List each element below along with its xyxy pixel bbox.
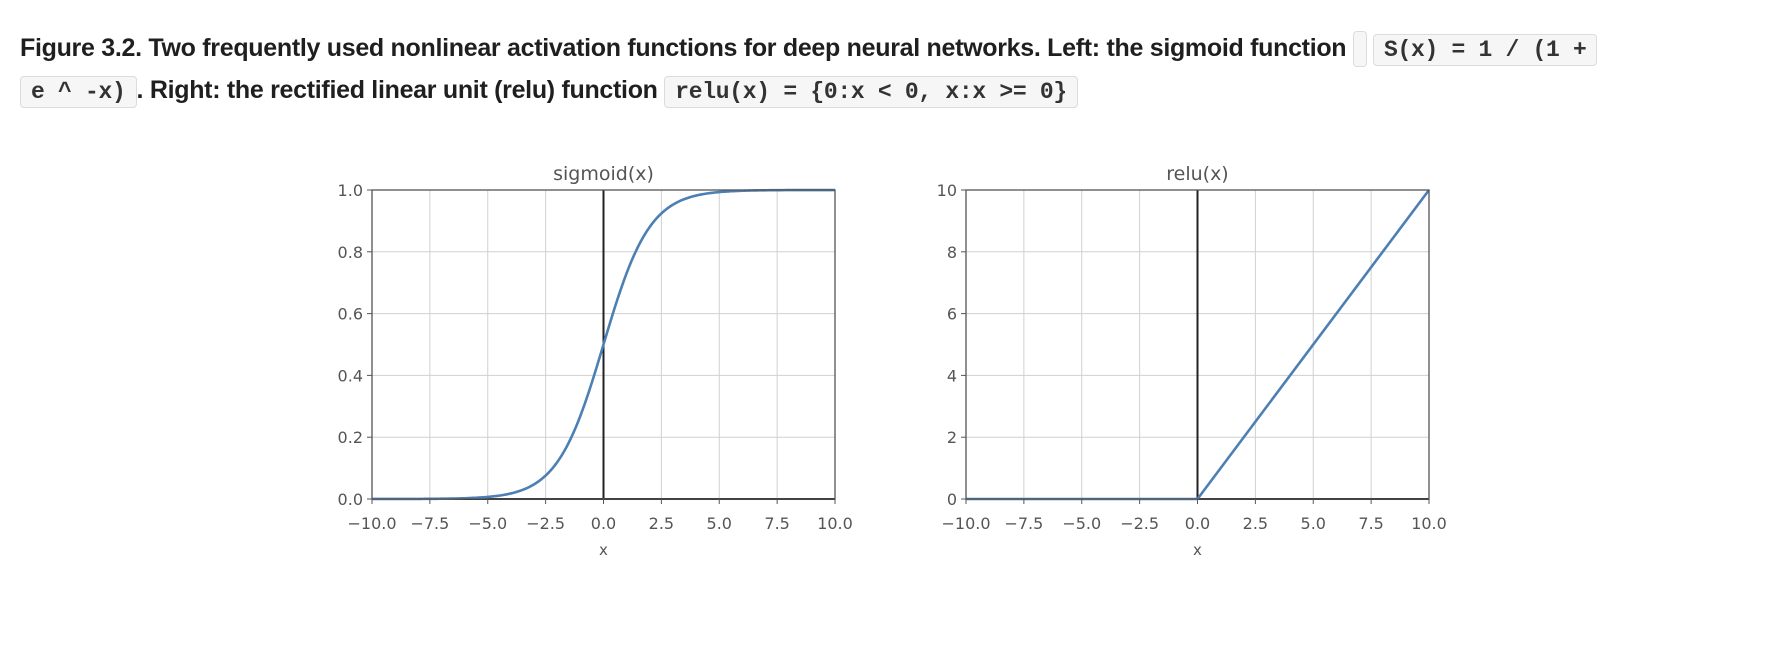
x-tick-label: 7.5 bbox=[764, 514, 789, 533]
x-tick-label: 7.5 bbox=[1358, 514, 1383, 533]
y-tick-label: 6 bbox=[947, 305, 957, 324]
x-tick-label: −2.5 bbox=[526, 514, 565, 533]
empty-code-chip bbox=[1352, 31, 1367, 68]
sigmoid-formula-code: S(x) = 1 / (1 + bbox=[1372, 34, 1598, 66]
y-tick-label: 1.0 bbox=[338, 181, 363, 200]
x-tick-label: 5.0 bbox=[1301, 514, 1326, 533]
x-tick-label: −7.5 bbox=[1004, 514, 1043, 533]
x-tick-label: −10.0 bbox=[347, 514, 396, 533]
x-tick-label: −5.0 bbox=[468, 514, 507, 533]
x-tick-label: 0.0 bbox=[591, 514, 616, 533]
y-tick-label: 0.6 bbox=[338, 305, 363, 324]
sigmoid-formula-code-continued: e ^ -x) bbox=[20, 76, 137, 108]
x-tick-label: −5.0 bbox=[1062, 514, 1101, 533]
x-tick-label: −7.5 bbox=[410, 514, 449, 533]
relu-chart: −10.0 −7.5 −5.0 −2.5 0.0 2.5 5.0 7.5 10.0 0 2 4 6 8 10… bbox=[937, 163, 1447, 559]
chart-title: sigmoid(x) bbox=[553, 163, 654, 185]
x-tick-label: −10.0 bbox=[941, 514, 990, 533]
y-tick-label: 10 bbox=[937, 181, 957, 200]
y-tick-label: 0.4 bbox=[338, 366, 363, 385]
figure-caption: Figure 3.2. Two frequently used nonlinea… bbox=[20, 28, 1760, 112]
sigmoid-chart: −10.0 −7.5 −5.0 −2.5 0.0 2.5 5.0 7.5 10.0 0.0 0.2 0… bbox=[338, 163, 853, 559]
x-tick-label: −2.5 bbox=[1120, 514, 1159, 533]
x-tick-label: 2.5 bbox=[649, 514, 674, 533]
y-tick-label: 0.0 bbox=[338, 490, 363, 509]
x-tick-label: 10.0 bbox=[817, 514, 853, 533]
y-tick-label: 4 bbox=[947, 366, 957, 385]
caption-lead-text: Figure 3.2. Two frequently used nonlinea… bbox=[20, 34, 1347, 62]
x-axis-label: x bbox=[599, 541, 608, 559]
caption-mid-text: . Right: the rectified linear unit (relu… bbox=[136, 76, 658, 104]
x-tick-label: 2.5 bbox=[1243, 514, 1268, 533]
x-axis-label: x bbox=[1193, 541, 1202, 559]
chart-title: relu(x) bbox=[1166, 163, 1228, 185]
x-tick-label: 5.0 bbox=[707, 514, 732, 533]
y-tick-label: 2 bbox=[947, 428, 957, 447]
y-tick-label: 0.8 bbox=[338, 243, 363, 262]
y-tick-label: 0 bbox=[947, 490, 957, 509]
x-tick-label: 0.0 bbox=[1185, 514, 1210, 533]
y-tick-label: 8 bbox=[947, 243, 957, 262]
x-tick-label: 10.0 bbox=[1411, 514, 1447, 533]
y-tick-label: 0.2 bbox=[338, 428, 363, 447]
relu-formula-code: relu(x) = {0:x < 0, x:x >= 0} bbox=[664, 76, 1078, 108]
